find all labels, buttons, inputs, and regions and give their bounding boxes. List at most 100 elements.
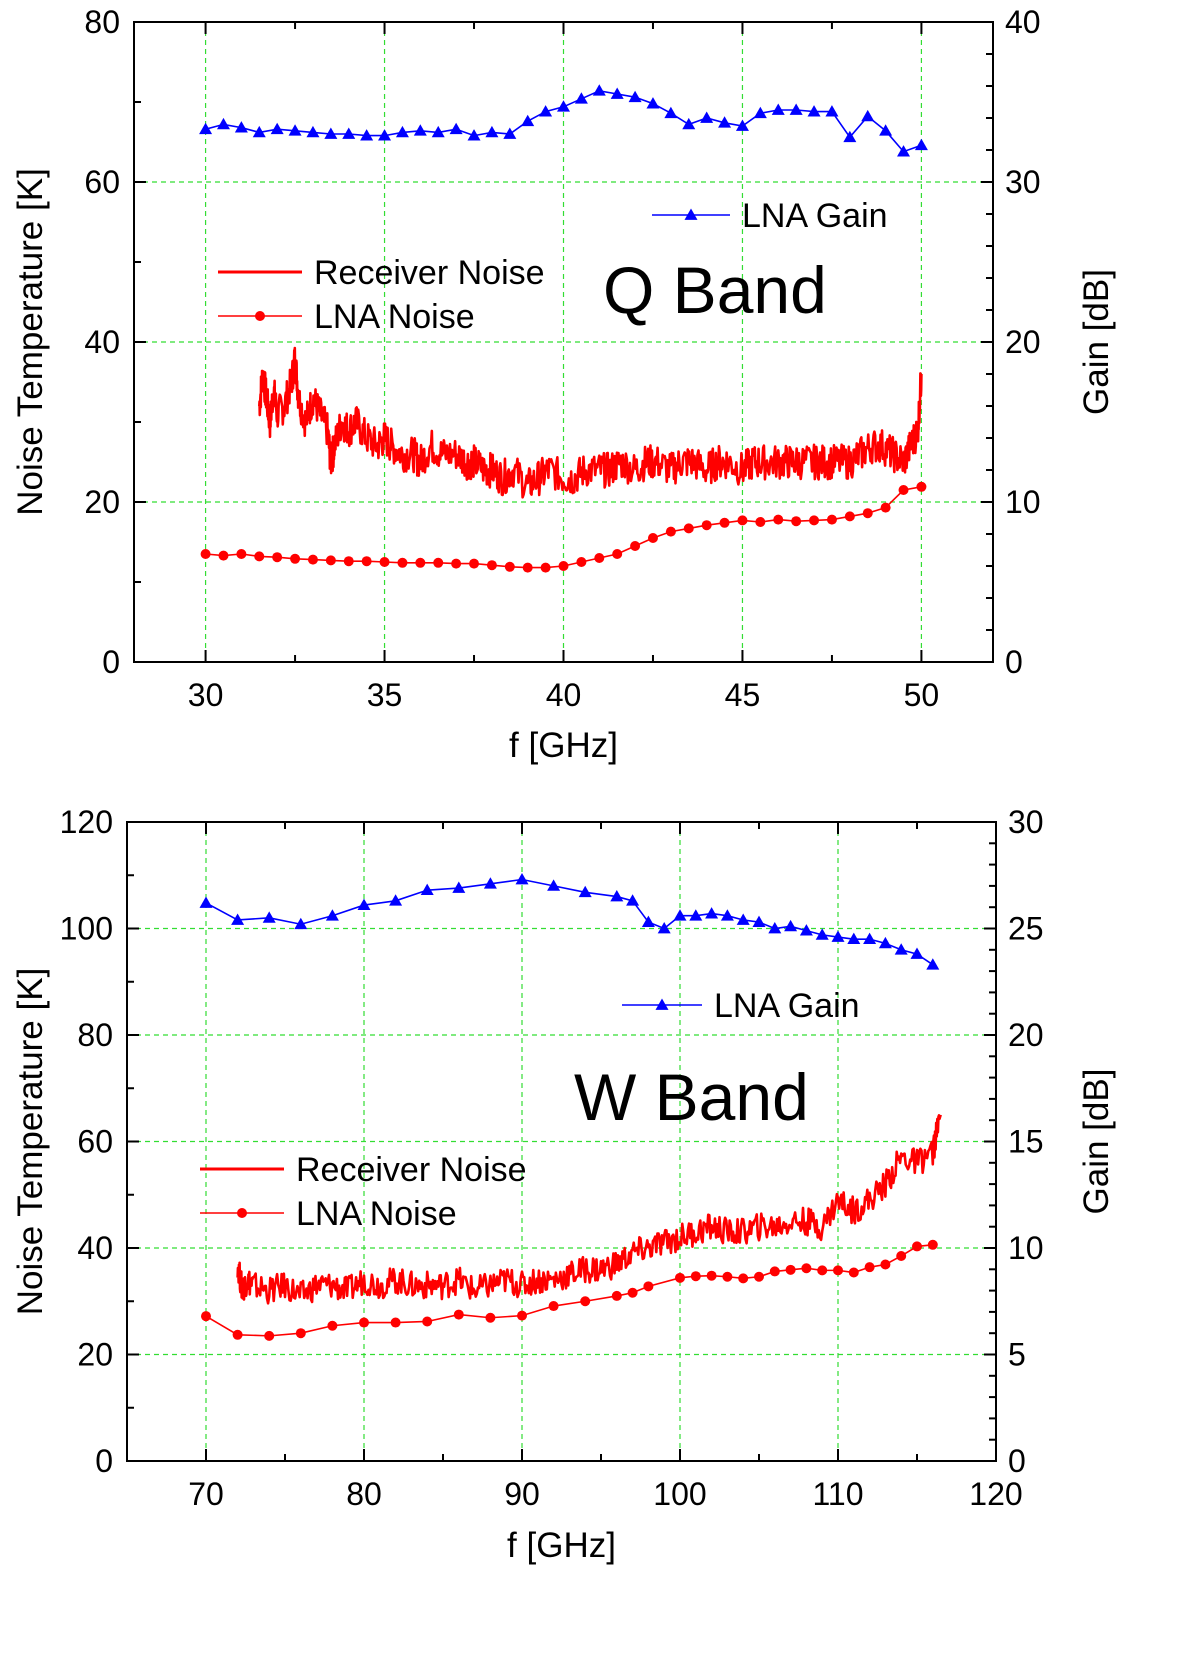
data-point	[675, 1272, 685, 1283]
series-line-receiver-noise	[236, 1114, 942, 1305]
data-point	[799, 924, 813, 936]
plot-area	[199, 873, 942, 1341]
data-point	[801, 1263, 812, 1274]
data-point	[825, 105, 839, 117]
data-point	[847, 932, 861, 945]
data-point	[592, 84, 606, 96]
axis-ticks	[126, 821, 997, 1462]
data-point	[306, 125, 320, 138]
legend-label: Receiver Noise	[296, 1151, 527, 1189]
x-tick-label: 100	[653, 1476, 706, 1512]
x-tick-label: 40	[546, 677, 582, 713]
data-point	[722, 1271, 733, 1282]
data-point	[397, 557, 408, 568]
data-point	[771, 103, 785, 115]
data-point	[879, 124, 893, 136]
data-point	[784, 919, 798, 932]
data-point	[862, 508, 873, 519]
x-tick-label: 110	[812, 1476, 863, 1512]
legend-item-receiver-noise: Receiver Noise	[218, 254, 545, 292]
data-point	[415, 557, 426, 568]
data-point	[809, 515, 820, 526]
data-point	[264, 1330, 275, 1341]
legend-marker	[255, 311, 265, 321]
data-point	[773, 514, 784, 525]
data-point	[927, 1239, 938, 1250]
data-point	[817, 1265, 828, 1276]
y2-tick-label: 30	[1008, 804, 1044, 840]
data-point	[843, 130, 857, 143]
y-tick-label: 0	[95, 1443, 113, 1479]
data-point	[422, 1316, 433, 1327]
data-point	[357, 898, 371, 910]
y2-axis-title: Gain [dB]	[1077, 1069, 1116, 1215]
series-receiver-noise	[257, 346, 923, 499]
chart-panel-q-band: 30 35 40 45 50 0 20 40 60 80 0 10 20 30 40 f [GHz] Noise…	[11, 4, 1116, 765]
data-point	[576, 557, 587, 567]
data-point	[557, 100, 570, 112]
data-point	[485, 125, 499, 138]
data-point	[664, 106, 678, 119]
data-point	[578, 885, 592, 898]
data-point	[647, 533, 658, 543]
data-point	[232, 1329, 243, 1340]
y2-tick-label: 20	[1005, 324, 1041, 360]
plot-area	[199, 84, 928, 573]
data-point	[327, 1320, 338, 1331]
y-tick-label: 100	[60, 911, 113, 947]
data-point	[626, 894, 640, 906]
legend-item-receiver-noise: Receiver Noise	[200, 1151, 527, 1189]
data-point	[539, 105, 553, 117]
data-point	[294, 917, 308, 930]
legend-marker	[237, 1208, 247, 1218]
panel-label: Q Band	[603, 253, 827, 327]
data-point	[690, 1271, 701, 1282]
x-axis-title: f [GHz]	[507, 1526, 616, 1565]
data-point	[807, 105, 821, 117]
data-point	[789, 103, 803, 115]
data-point	[452, 881, 466, 893]
data-point	[912, 1241, 922, 1252]
data-point	[272, 552, 283, 563]
data-point	[201, 1311, 211, 1322]
data-point	[216, 117, 230, 130]
data-point	[390, 1317, 401, 1328]
data-point	[467, 129, 481, 141]
data-point	[926, 958, 940, 970]
data-point	[880, 1259, 891, 1270]
y2-tick-label: 15	[1008, 1124, 1044, 1160]
data-point	[231, 913, 245, 925]
data-point	[413, 124, 427, 136]
data-point	[469, 558, 480, 569]
y-tick-label: 80	[77, 1017, 113, 1053]
series-receiver-noise	[236, 1114, 942, 1305]
data-point	[262, 911, 276, 923]
y-tick-label: 60	[84, 164, 120, 200]
x-tick-label: 50	[904, 677, 940, 713]
data-point	[325, 909, 339, 921]
y-tick-label: 40	[77, 1230, 113, 1266]
y2-tick-label: 20	[1008, 1017, 1044, 1053]
data-point	[720, 909, 734, 921]
data-point	[504, 561, 515, 572]
y-tick-label: 0	[102, 644, 120, 680]
data-point	[833, 1265, 843, 1276]
data-point	[574, 92, 588, 104]
legend-label: LNA Noise	[296, 1195, 457, 1233]
y2-axis-title: Gain [dB]	[1077, 269, 1116, 415]
data-point	[610, 890, 624, 902]
data-point	[673, 909, 687, 921]
legend-item-lna-noise: LNA Noise	[200, 1195, 457, 1233]
data-point	[831, 930, 845, 942]
data-point	[719, 517, 730, 528]
y2-tick-label: 5	[1008, 1337, 1026, 1373]
data-point	[343, 556, 354, 567]
data-point	[378, 129, 392, 141]
data-point	[540, 562, 551, 573]
data-point	[768, 922, 782, 934]
data-point	[682, 117, 696, 130]
y2-tick-label: 10	[1005, 484, 1041, 520]
data-point	[700, 111, 714, 123]
data-point	[483, 877, 497, 889]
